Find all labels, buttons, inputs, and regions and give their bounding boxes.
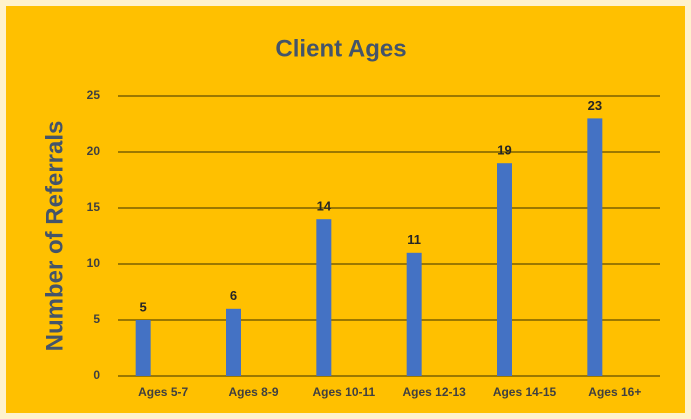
bar: [226, 308, 241, 376]
y-tick-label: 5: [93, 312, 100, 326]
y-tick-label: 15: [87, 200, 101, 214]
data-label: 23: [588, 98, 602, 113]
data-label: 14: [317, 199, 332, 214]
x-tick-label: Ages 10-11: [312, 385, 375, 399]
y-tick-label: 10: [87, 256, 101, 270]
data-label: 6: [230, 288, 237, 303]
y-tick-label: 25: [87, 88, 101, 102]
x-tick-label: Ages 16+: [588, 385, 641, 399]
x-tick-label: Ages 8-9: [228, 385, 278, 399]
data-label: 11: [407, 232, 421, 247]
x-tick-label: Ages 12-13: [402, 385, 466, 399]
x-tick-label: Ages 5-7: [138, 385, 188, 399]
x-tick-label: Ages 14-15: [493, 385, 557, 399]
data-label: 5: [140, 299, 147, 314]
chart-title: Client Ages: [275, 35, 406, 62]
data-label: 19: [497, 143, 511, 158]
y-axis-label: Number of Referrals: [41, 121, 68, 352]
bar: [135, 320, 151, 376]
bar: [587, 118, 603, 377]
y-tick-label: 20: [87, 144, 101, 158]
bar: [316, 219, 332, 376]
chart-background: [6, 6, 685, 413]
bar: [497, 163, 512, 376]
bar: [406, 252, 422, 376]
y-tick-label: 0: [93, 368, 100, 382]
